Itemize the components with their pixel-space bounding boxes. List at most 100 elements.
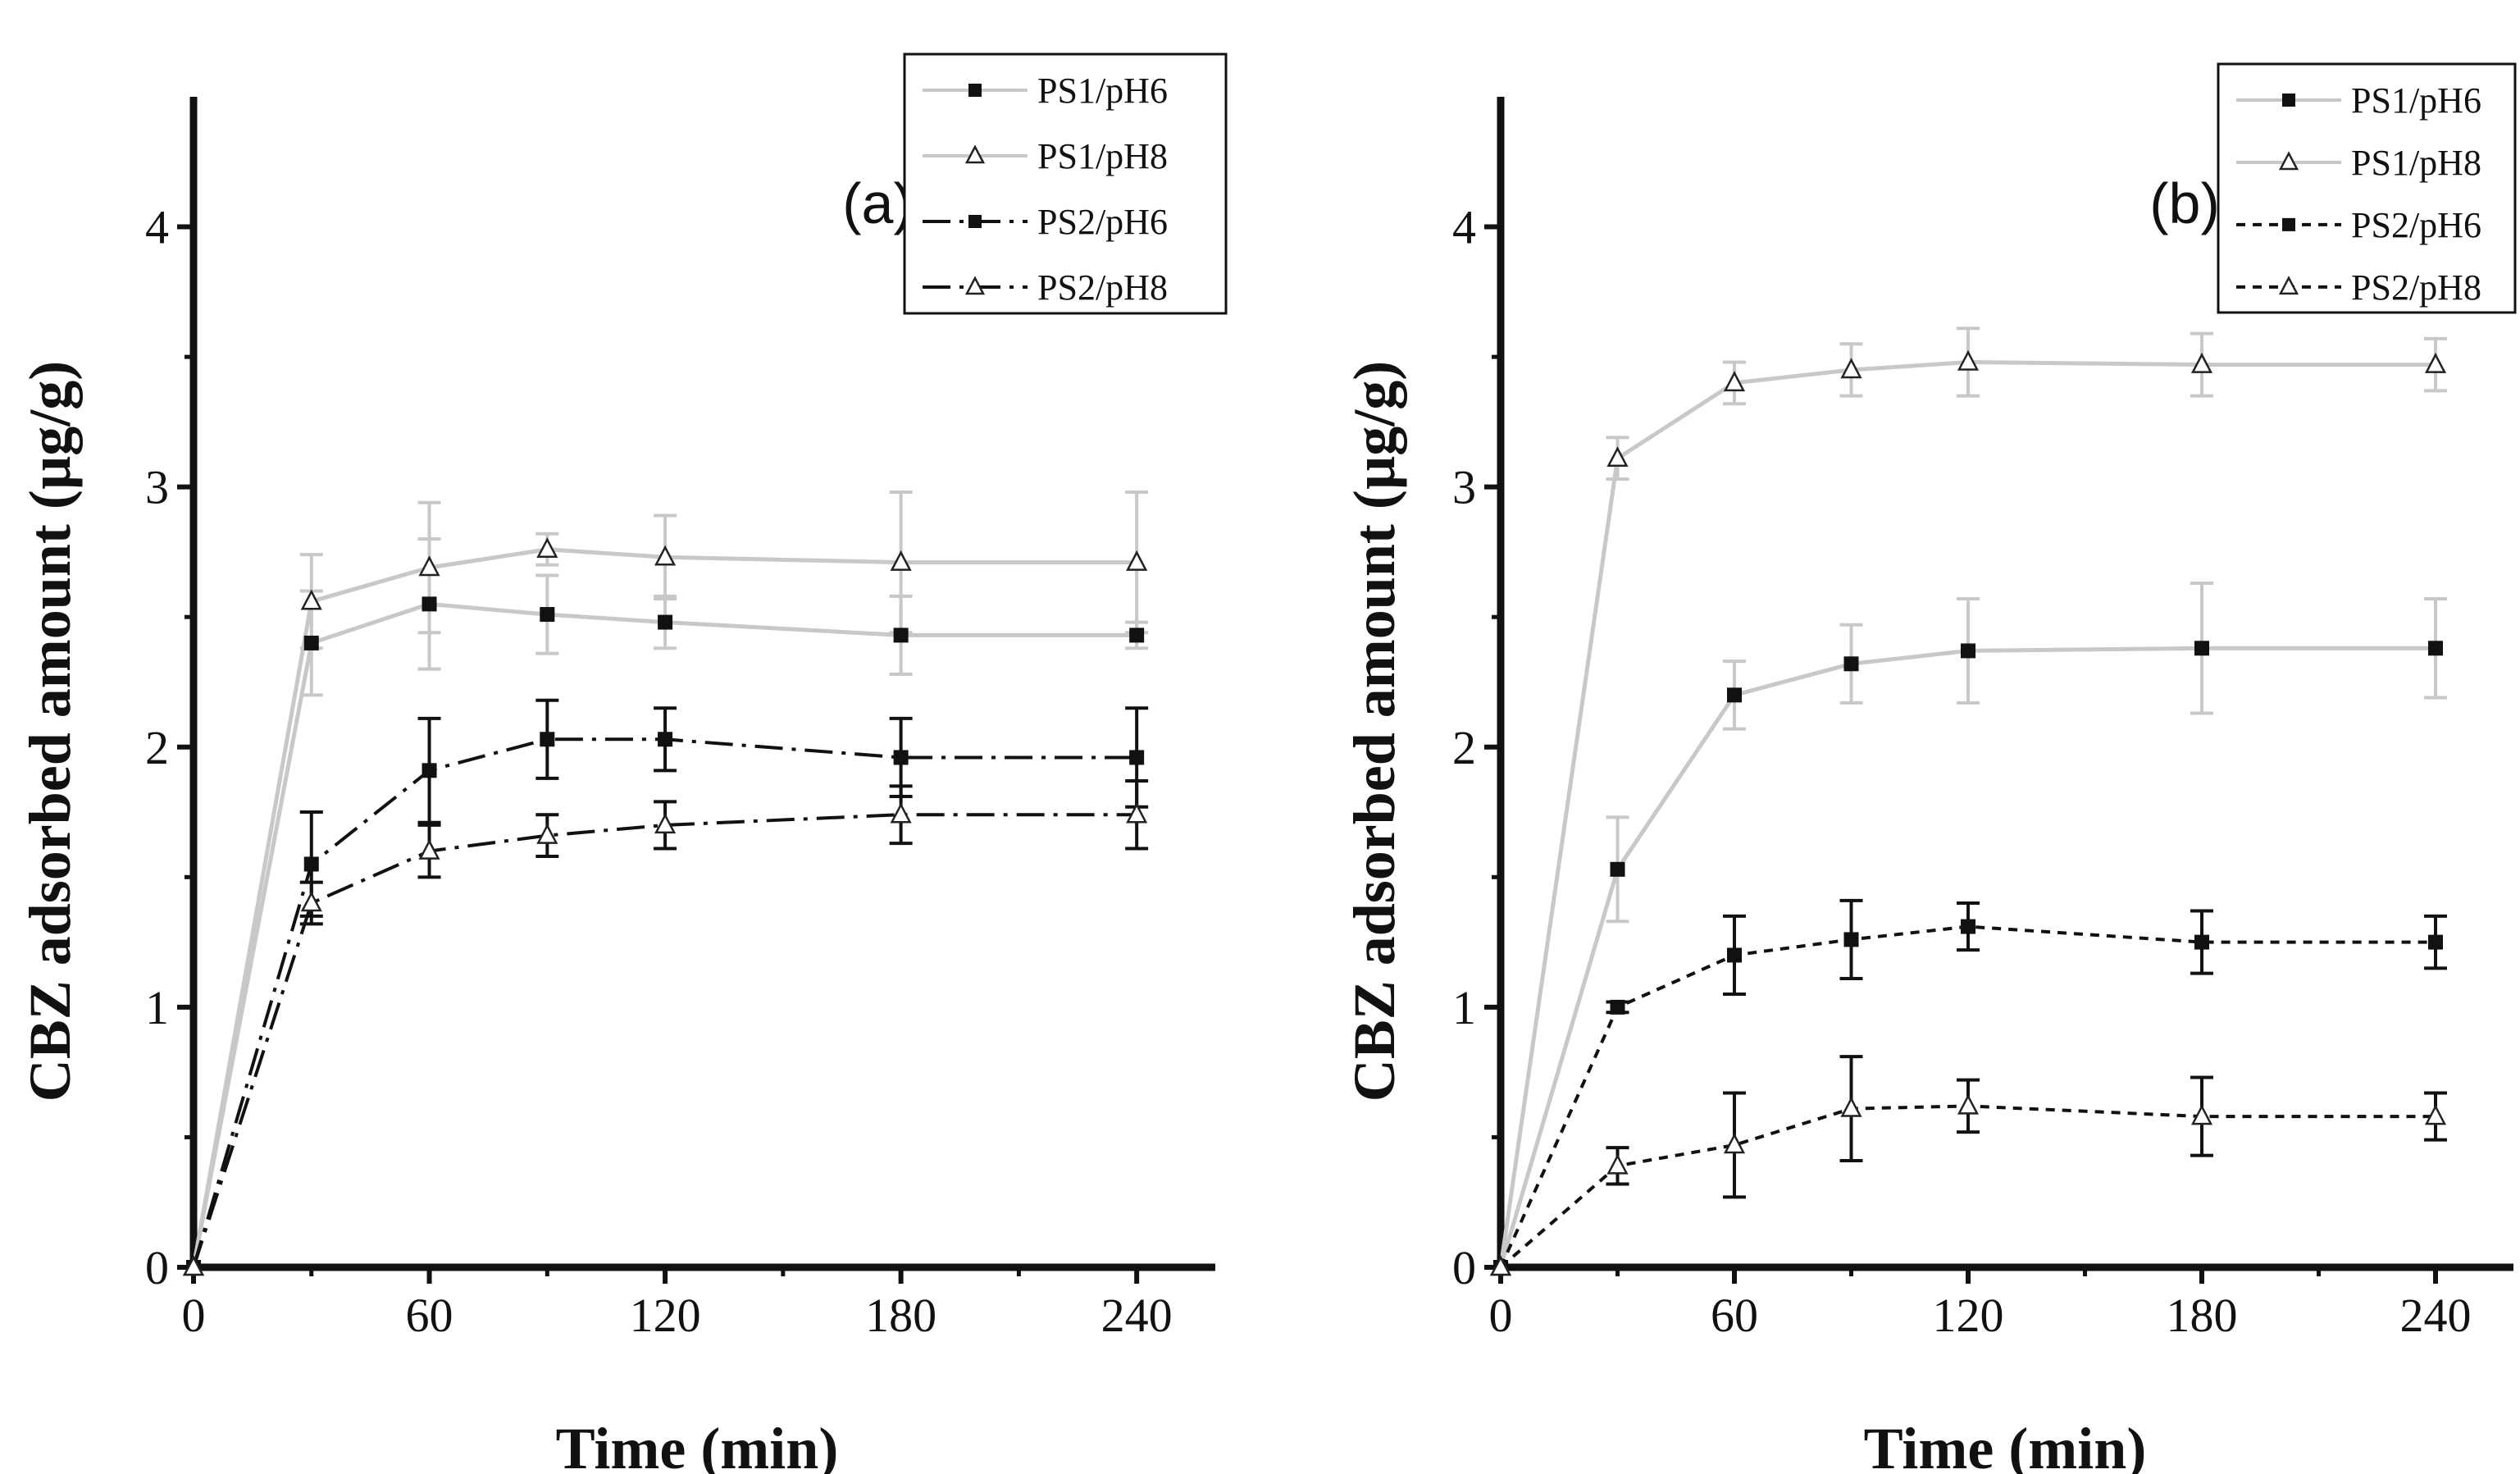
y-tick-label: 0 [1452,1241,1476,1294]
data-point [418,555,440,577]
data-point [2428,934,2443,950]
data-point [540,732,555,747]
data-point [540,607,555,623]
y-tick-label: 3 [145,461,169,514]
data-point [890,802,912,824]
legend-marker [2278,276,2299,295]
data-point [2190,352,2213,373]
y-axis-title: CBZ adsorbed amount (µg/g) [17,361,83,1102]
legend-marker [964,276,986,295]
legend-marker [2282,94,2295,107]
data-point [1840,358,1862,379]
data-point [1727,687,1742,703]
data-point [422,763,437,778]
legend-label: PS1/pH8 [1037,136,1168,176]
data-point [422,596,437,612]
series-line-ps1-ph6 [191,601,1137,1268]
legend-label: PS2/pH6 [2351,205,2481,245]
data-point [1957,1093,1980,1115]
data-point [1129,750,1145,765]
series-line-ps1-ph6 [1498,646,2436,1268]
data-point [300,891,322,912]
data-point [418,838,440,860]
data-point [536,823,558,844]
legend-marker [968,215,982,228]
y-tick-label: 4 [145,201,169,254]
data-point [658,614,673,630]
data-point [303,856,319,872]
legend-label: PS1/pH6 [2351,80,2481,121]
legend-box [2217,62,2517,314]
panel-label: (b) [2149,171,2220,235]
data-point [1961,919,1975,934]
series-line-ps2-ph8 [192,813,1137,1268]
data-point [654,813,677,834]
panel-label: (a) [842,171,913,235]
data-point [2194,641,2209,656]
data-point [300,589,322,610]
y-tick-label: 3 [1452,461,1476,514]
data-point [1126,550,1148,571]
data-point [1489,1255,1512,1276]
data-point [893,627,909,643]
data-point [536,537,558,559]
panel-b: 0 1 2 3 4 0 60 120 180 240 Time (min) CBZ adsorbed … [1342,62,2517,1474]
legend-label: PS1/pH8 [2351,143,2481,183]
data-point [893,750,909,765]
y-tick-label: 2 [1452,721,1476,774]
x-tick-label: 60 [1711,1289,1758,1342]
data-point [2190,1104,2213,1125]
data-point [1727,947,1742,963]
y-tick-label: 1 [1452,981,1476,1034]
legend-box [903,52,1228,315]
data-point [1843,656,1859,672]
data-point [303,635,319,650]
y-tick-label: 1 [145,981,169,1034]
y-tick-label: 2 [145,721,169,774]
y-tick-label: 0 [145,1241,169,1294]
series-line-ps1-ph8 [191,547,1137,1268]
legend-marker [964,144,986,164]
x-axis-title: Time (min) [556,1416,839,1474]
data-point [1606,446,1629,468]
x-tick-label: 120 [1933,1289,2004,1342]
data-point [1843,932,1859,947]
legend-marker [2282,217,2295,231]
data-point [658,732,673,747]
legend-label: PS2/pH6 [1037,202,1168,242]
x-tick-label: 180 [2167,1289,2238,1342]
data-point [1606,1153,1629,1175]
data-point [654,545,677,566]
data-point [1126,802,1148,824]
data-point [2424,352,2447,373]
x-tick-label: 0 [182,1289,206,1342]
x-tick-label: 0 [1489,1289,1513,1342]
data-point [1957,349,1980,371]
panel-a: 0 1 2 3 4 0 60 120 180 240 Time (min) CBZ adsorbed … [17,52,1228,1474]
data-point [1129,627,1145,643]
x-tick-label: 240 [2400,1289,2472,1342]
x-tick-label: 120 [630,1289,701,1342]
x-tick-label: 60 [406,1289,453,1342]
data-point [1840,1096,1862,1117]
legend-label: PS2/pH8 [2351,267,2481,308]
data-point [2424,1104,2447,1125]
data-point [2194,934,2209,950]
data-point [1610,999,1625,1015]
data-point [890,550,912,571]
data-point [1961,643,1975,659]
data-point [1610,861,1625,877]
x-tick-label: 180 [865,1289,936,1342]
legend-marker [968,84,982,97]
data-point [1723,371,1746,392]
y-tick-label: 4 [1452,201,1476,254]
y-axis-title: CBZ adsorbed amount (µg/g) [1342,361,1407,1102]
legend-marker [2278,151,2299,171]
data-point [2428,641,2443,656]
x-axis-title: Time (min) [1864,1416,2147,1474]
x-tick-label: 240 [1101,1289,1173,1342]
data-point [1723,1133,1746,1154]
data-point [182,1255,205,1276]
legend-label: PS1/pH6 [1037,71,1168,111]
